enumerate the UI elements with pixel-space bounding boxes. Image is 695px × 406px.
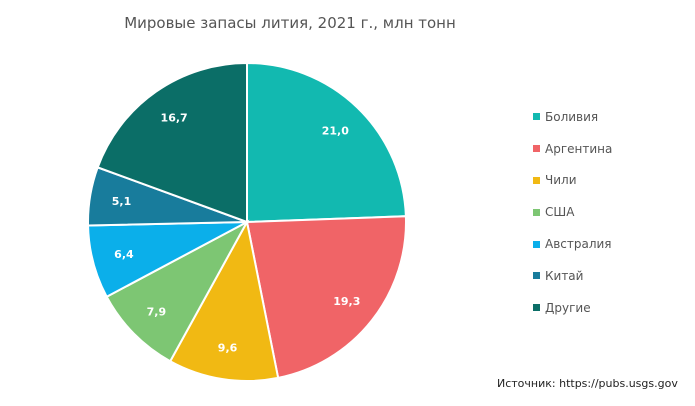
legend-item-australia: Австралия (533, 228, 612, 260)
pie-value-label: 5,1 (112, 195, 132, 208)
legend-item-argentina: Аргентина (533, 133, 612, 165)
legend-swatch-icon (533, 240, 540, 248)
pie-value-label: 9,6 (218, 342, 238, 355)
legend-item-chile: Чили (533, 165, 612, 197)
pie-slices (87, 61, 407, 382)
pie-slice (168, 219, 280, 382)
pie-slice (246, 61, 407, 224)
pie-slice (105, 219, 250, 363)
pie-value-label: 7,9 (147, 305, 167, 318)
pie-value-label: 19,3 (333, 295, 360, 308)
legend-swatch-icon (533, 113, 540, 121)
pie-value-labels: 21,0 19,3 9,6 7,9 6,4 5,1 16,7 (112, 112, 361, 355)
pie-slice (245, 215, 407, 380)
chart-title: Мировые запасы лития, 2021 г., млн тонн (124, 14, 456, 32)
legend-swatch-icon (533, 208, 540, 216)
legend-item-other: Другие (533, 292, 612, 324)
legend-swatch-icon (533, 304, 540, 312)
legend-item-bolivia: Боливия (533, 101, 612, 133)
pie-slice (96, 61, 248, 224)
legend-swatch-icon (533, 176, 540, 184)
pie-value-label: 16,7 (161, 112, 188, 125)
legend-swatch-icon (533, 145, 540, 153)
pie-value-label: 21,0 (322, 124, 349, 137)
pie-value-label: 6,4 (114, 248, 134, 261)
legend-item-china: Китай (533, 260, 612, 292)
source-note: Источник: https://pubs.usgs.gov (497, 377, 678, 390)
legend-swatch-icon (533, 272, 540, 280)
legend: Боливия Аргентина Чили США Австралия Кит… (533, 101, 612, 324)
legend-item-usa: США (533, 196, 612, 228)
